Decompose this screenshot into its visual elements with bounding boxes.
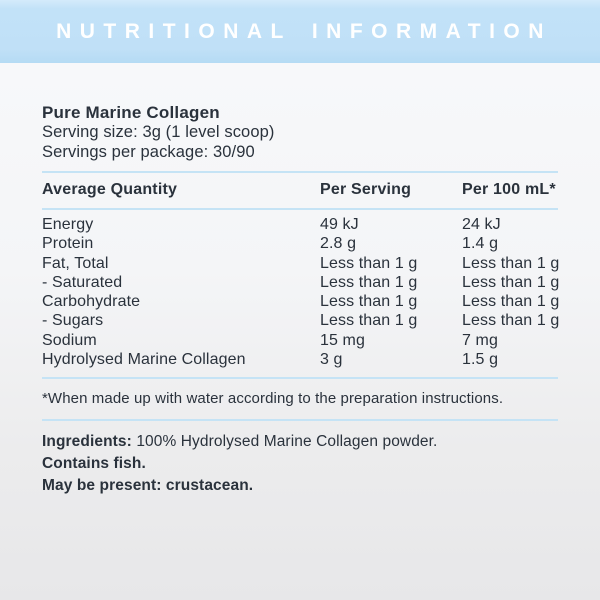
label-content: Pure Marine Collagen Serving size: 3g (1… <box>0 102 600 497</box>
per-serving-value: 2.8 g <box>320 235 357 253</box>
per-100ml-value: 24 kJ <box>462 216 501 233</box>
product-name: Pure Marine Collagen <box>42 103 220 122</box>
divider-below-table <box>42 377 558 380</box>
header-bar: NUTRITIONAL INFORMATION <box>0 0 600 63</box>
per-serving-value: Less than 1 g <box>320 312 418 330</box>
per-100ml-value: Less than 1 g <box>462 254 560 272</box>
per-100ml-value: 7 mg <box>462 331 498 349</box>
ingredients-line: Ingredients: 100% Hydrolysed Marine Coll… <box>42 431 558 453</box>
nutrient-name: Hydrolysed Marine Collagen <box>42 351 246 369</box>
divider-below-footnote <box>42 419 558 422</box>
divider-below-table-header <box>42 208 558 210</box>
product-info: Pure Marine Collagen Serving size: 3g (1… <box>42 102 558 162</box>
nutrient-name: - Saturated <box>42 273 123 291</box>
table-header-row: Average Quantity Per Serving Per 100 mL* <box>42 173 558 208</box>
table-row: Fat, Total Less than 1 g Less than 1 g <box>42 254 560 273</box>
may-be-present-line: May be present: crustacean. <box>42 477 254 495</box>
footnote-section: *When made up with water according to th… <box>42 379 558 419</box>
ingredients-value: 100% Hydrolysed Marine Collagen powder. <box>131 433 438 451</box>
per-serving-value: Less than 1 g <box>320 254 418 272</box>
per-100ml-value: Less than 1 g <box>462 312 560 330</box>
table-row: Energy 49 kJ 24 kJ <box>42 215 558 234</box>
contains-line: Contains fish. <box>42 455 146 473</box>
nutrient-name: - Sugars <box>42 312 104 330</box>
table-row: - Saturated Less than 1 g Less than 1 g <box>42 273 560 292</box>
serving-size: Serving size: 3g (1 level scoop) <box>42 123 275 141</box>
per-serving-value: 15 mg <box>320 331 365 349</box>
table-row: Protein 2.8 g 1.4 g <box>42 234 558 253</box>
nutrient-name: Protein <box>42 235 94 253</box>
divider-above-table-header <box>42 171 558 173</box>
ingredients-section: Ingredients: 100% Hydrolysed Marine Coll… <box>42 431 558 497</box>
table-row: - Sugars Less than 1 g Less than 1 g <box>42 311 560 330</box>
header-title: NUTRITIONAL INFORMATION <box>56 19 552 43</box>
per-serving-value: Less than 1 g <box>320 273 418 291</box>
nutrient-name: Fat, Total <box>42 254 109 272</box>
column-header-per-100ml: Per 100 mL* <box>462 181 556 198</box>
per-100ml-value: 1.4 g <box>462 235 499 253</box>
per-100ml-value: Less than 1 g <box>462 273 560 291</box>
table-row: Carbohydrate Less than 1 g Less than 1 g <box>42 292 560 311</box>
column-header-per-serving: Per Serving <box>320 181 412 198</box>
table-row: Hydrolysed Marine Collagen 3 g 1.5 g <box>42 350 558 369</box>
footnote-text: *When made up with water according to th… <box>42 390 504 408</box>
table-row: Sodium 15 mg 7 mg <box>42 331 558 350</box>
per-serving-value: 49 kJ <box>320 216 359 233</box>
servings-per-package: Servings per package: 30/90 <box>42 142 255 161</box>
table-body: Energy 49 kJ 24 kJ Protein 2.8 g 1.4 g F… <box>42 210 560 377</box>
ingredients-label: Ingredients: <box>42 433 132 451</box>
per-serving-value: 3 g <box>320 351 343 369</box>
nutrient-name: Carbohydrate <box>42 293 141 311</box>
per-serving-value: Less than 1 g <box>320 293 418 311</box>
per-100ml-value: 1.5 g <box>462 351 499 369</box>
nutrient-name: Sodium <box>42 331 97 349</box>
column-header-average-quantity: Average Quantity <box>42 181 178 198</box>
nutrient-name: Energy <box>42 216 94 233</box>
per-100ml-value: Less than 1 g <box>462 293 560 311</box>
